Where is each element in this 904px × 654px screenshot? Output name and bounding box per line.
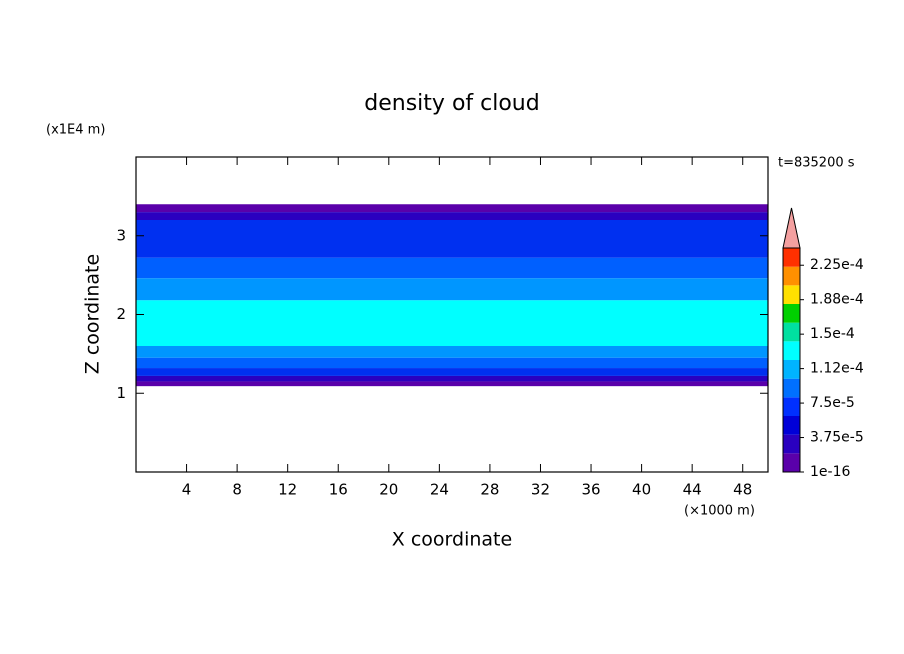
colorbar-tick-label: 7.5e-5 (810, 395, 855, 411)
x-tick-label: 28 (480, 481, 499, 499)
annotation: t=835200 s (778, 156, 855, 171)
contour-layer (136, 300, 768, 346)
contour-layer (136, 346, 768, 358)
x-unit: (×1000 m) (684, 504, 755, 519)
contour-layer (136, 204, 768, 213)
y-tick-label: 2 (116, 305, 126, 323)
contour-layer (136, 368, 768, 376)
colorbar-band (783, 378, 800, 398)
colorbar-frame (782, 247, 801, 473)
colorbar-band (783, 434, 800, 454)
colorbar-band (783, 266, 800, 286)
y-unit: (x1E4 m) (46, 123, 105, 138)
colorbar-tick-label: 1.88e-4 (810, 292, 864, 308)
x-axis-label: X coordinate (392, 529, 512, 551)
colorbar-band (783, 360, 800, 379)
chart-title: density of cloud (364, 91, 539, 116)
x-tick-label: 48 (733, 481, 752, 499)
plot-area (136, 204, 768, 387)
colorbar-band (783, 453, 800, 472)
colorbar-tick-label: 1.5e-4 (810, 326, 855, 342)
x-tick-label: 36 (581, 481, 600, 499)
x-tick-label: 8 (232, 481, 242, 499)
x-tick-label: 32 (531, 481, 550, 499)
colorbar-band (783, 304, 800, 323)
colorbar-band (783, 285, 800, 304)
x-tick-label: 24 (430, 481, 449, 499)
y-axis-label: Z coordinate (82, 254, 104, 374)
x-tick-label: 4 (182, 481, 192, 499)
x-tick-label: 44 (683, 481, 702, 499)
contour-layer (136, 220, 768, 258)
x-tick-label: 12 (278, 481, 297, 499)
colorbar-extend (782, 207, 801, 249)
colorbar-band (783, 397, 800, 416)
y-tick-label: 1 (116, 384, 126, 402)
colorbar-tick-label: 2.25e-4 (810, 257, 864, 273)
contour-layer (136, 278, 768, 301)
colorbar-band (783, 248, 800, 267)
colorbar-band (783, 341, 800, 360)
colorbar-tick-label: 1e-16 (810, 464, 850, 480)
contour-layer (136, 381, 768, 387)
colorbar-band (783, 416, 800, 435)
x-tick-label: 20 (379, 481, 398, 499)
contour-layer (136, 212, 768, 220)
x-tick-label: 40 (632, 481, 651, 499)
colorbar-tick-label: 1.12e-4 (810, 361, 864, 377)
x-tick-label: 16 (329, 481, 348, 499)
contour-layer (136, 257, 768, 279)
contour-layer (136, 375, 768, 382)
y-tick-label: 3 (116, 226, 126, 244)
colorbar-tick-label: 3.75e-5 (810, 430, 864, 446)
colorbar-band (783, 322, 800, 342)
contour-layer (136, 357, 768, 369)
